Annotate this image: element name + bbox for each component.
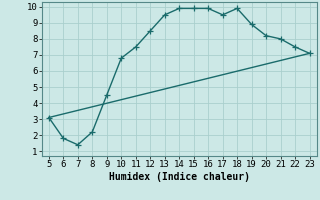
- X-axis label: Humidex (Indice chaleur): Humidex (Indice chaleur): [109, 172, 250, 182]
